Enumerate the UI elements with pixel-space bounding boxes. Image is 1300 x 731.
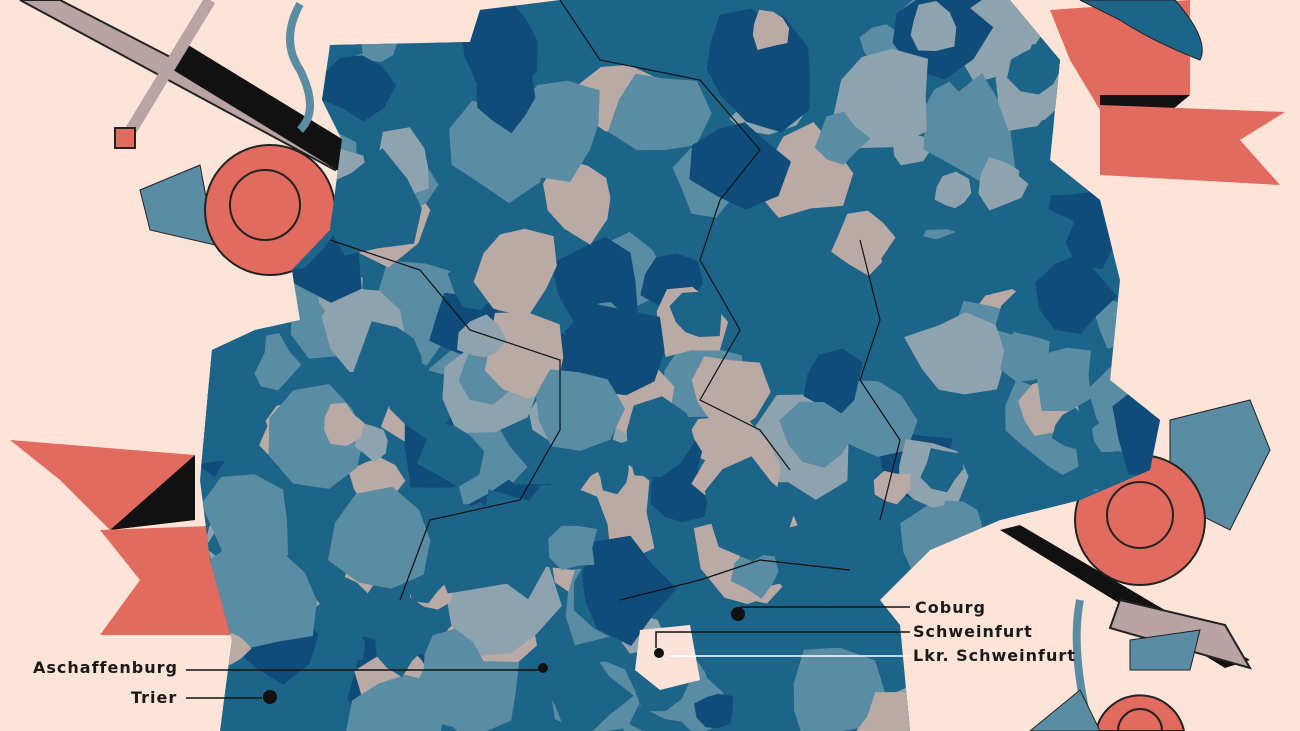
district — [607, 73, 712, 151]
district — [581, 535, 677, 646]
district — [669, 291, 722, 337]
district — [976, 686, 1031, 731]
district — [564, 302, 665, 396]
district — [481, 489, 577, 600]
district — [693, 693, 734, 729]
district — [321, 16, 363, 57]
leader-lines — [186, 606, 910, 699]
district — [324, 402, 365, 446]
district — [328, 486, 431, 589]
district — [1051, 407, 1092, 449]
district — [565, 257, 629, 312]
aschaffenburg-marker — [538, 663, 548, 673]
ribbon-icon — [10, 0, 1285, 635]
district — [484, 312, 564, 399]
state-border — [329, 239, 561, 601]
district — [978, 156, 1029, 211]
district — [910, 1, 957, 51]
district — [752, 9, 790, 51]
district — [1112, 382, 1160, 475]
district — [833, 48, 928, 149]
district — [320, 617, 366, 666]
district — [895, 661, 1006, 731]
district — [831, 210, 898, 276]
label-lkr-schweinfurt: Lkr. Schweinfurt — [913, 646, 1076, 665]
district — [594, 454, 629, 495]
district — [626, 396, 695, 478]
district — [969, 222, 1029, 274]
district — [793, 647, 887, 731]
district — [542, 653, 634, 731]
district — [459, 0, 538, 95]
district — [353, 321, 422, 394]
district — [473, 228, 557, 318]
district — [1035, 253, 1118, 334]
district — [1034, 347, 1092, 412]
district — [764, 522, 837, 609]
district — [200, 278, 233, 340]
coburg-marker — [731, 607, 745, 621]
district — [318, 55, 397, 122]
label-schweinfurt: Schweinfurt — [913, 622, 1033, 641]
district — [904, 312, 1007, 395]
trier-marker — [263, 690, 277, 704]
district — [934, 171, 972, 209]
district — [201, 474, 288, 572]
district — [200, 390, 268, 466]
district — [253, 333, 302, 391]
district — [973, 538, 1007, 578]
district — [322, 0, 393, 35]
district — [354, 422, 388, 463]
district — [719, 15, 811, 133]
district — [1129, 174, 1160, 214]
district — [881, 235, 953, 313]
lkr-schweinfurt-region — [635, 625, 700, 690]
district — [1105, 166, 1160, 259]
state-border — [619, 559, 851, 601]
district — [873, 470, 911, 505]
district — [375, 620, 426, 678]
district — [1007, 45, 1062, 95]
label-coburg: Coburg — [915, 598, 986, 617]
district — [814, 111, 871, 165]
state-border — [559, 0, 791, 471]
label-trier: Trier — [131, 688, 178, 707]
district — [803, 348, 863, 414]
district — [535, 369, 625, 451]
district — [704, 456, 797, 562]
district — [476, 64, 536, 134]
district — [412, 647, 502, 731]
district — [923, 73, 1016, 182]
district — [920, 448, 964, 493]
district — [548, 525, 598, 571]
label-aschaffenburg: Aschaffenburg — [33, 658, 178, 677]
district — [349, 14, 401, 63]
district — [317, 148, 422, 256]
district — [691, 356, 771, 433]
state-border — [859, 239, 901, 521]
district — [689, 122, 791, 210]
bird-tail-icon — [1079, 0, 1203, 61]
district — [457, 314, 507, 358]
district — [416, 421, 485, 488]
district — [517, 80, 600, 182]
district — [779, 401, 855, 468]
schweinfurt-marker — [654, 648, 664, 658]
district — [730, 552, 779, 599]
